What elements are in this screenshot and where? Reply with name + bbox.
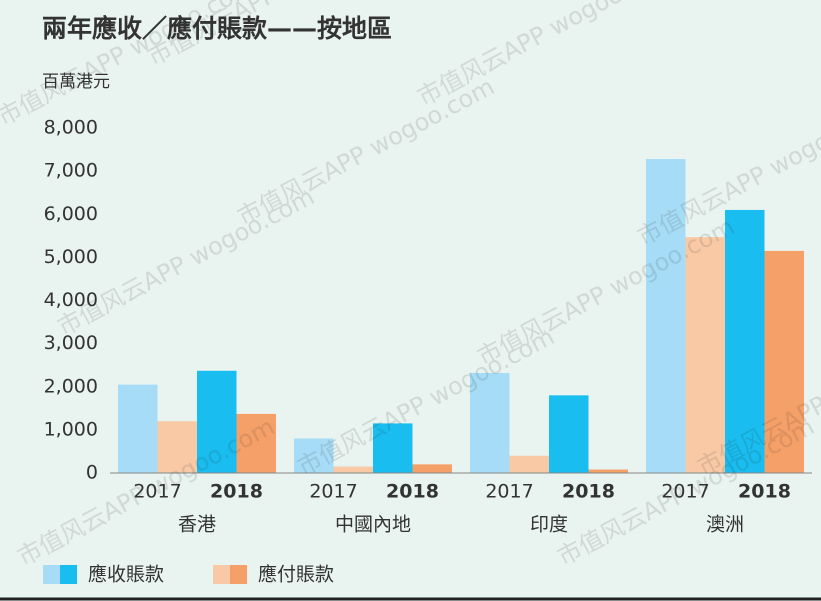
y-tick-label: 4,000 bbox=[44, 289, 98, 311]
y-tick-label: 7,000 bbox=[44, 160, 98, 182]
bar bbox=[725, 209, 765, 473]
bar bbox=[685, 237, 725, 473]
group-label: 印度 bbox=[530, 514, 568, 536]
legend-swatch bbox=[213, 565, 230, 584]
bar bbox=[157, 421, 197, 473]
group-label: 香港 bbox=[178, 514, 216, 536]
bar bbox=[646, 159, 686, 474]
bar bbox=[294, 438, 334, 473]
bar bbox=[588, 469, 628, 473]
y-tick-label: 6,000 bbox=[44, 203, 98, 225]
y-tick-label: 2,000 bbox=[44, 375, 98, 397]
bar bbox=[118, 384, 158, 473]
legend-swatch bbox=[43, 565, 60, 584]
bar bbox=[333, 466, 373, 473]
y-tick-label: 1,000 bbox=[44, 418, 98, 440]
bar bbox=[236, 413, 276, 473]
bar bbox=[509, 455, 549, 473]
y-tick-label: 5,000 bbox=[44, 246, 98, 268]
y-axis-label: 百萬港元 bbox=[42, 72, 110, 92]
y-tick-label: 0 bbox=[86, 462, 98, 484]
bar bbox=[764, 250, 804, 473]
chart-title: 兩年應收／應付賬款——按地區 bbox=[42, 14, 392, 43]
group-label: 澳洲 bbox=[706, 514, 744, 536]
bar bbox=[197, 370, 237, 473]
x-tick-label: 2018 bbox=[210, 481, 263, 503]
y-tick-label: 8,000 bbox=[44, 117, 98, 139]
x-tick-label: 2017 bbox=[485, 481, 533, 503]
x-tick-label: 2018 bbox=[386, 481, 439, 503]
bar bbox=[470, 372, 510, 473]
legend-label: 應付賬款 bbox=[258, 563, 334, 586]
legend-label: 應收賬款 bbox=[88, 563, 164, 586]
legend-swatch bbox=[60, 565, 77, 584]
x-tick-label: 2017 bbox=[133, 481, 181, 503]
x-tick-label: 2017 bbox=[309, 481, 357, 503]
bar bbox=[549, 395, 589, 473]
x-tick-label: 2018 bbox=[562, 481, 615, 503]
legend-swatch bbox=[230, 565, 247, 584]
group-label: 中國內地 bbox=[335, 514, 411, 536]
bar bbox=[373, 423, 413, 473]
bar bbox=[412, 464, 452, 473]
y-tick-label: 3,000 bbox=[44, 332, 98, 354]
x-tick-label: 2018 bbox=[738, 481, 791, 503]
x-tick-label: 2017 bbox=[661, 481, 709, 503]
